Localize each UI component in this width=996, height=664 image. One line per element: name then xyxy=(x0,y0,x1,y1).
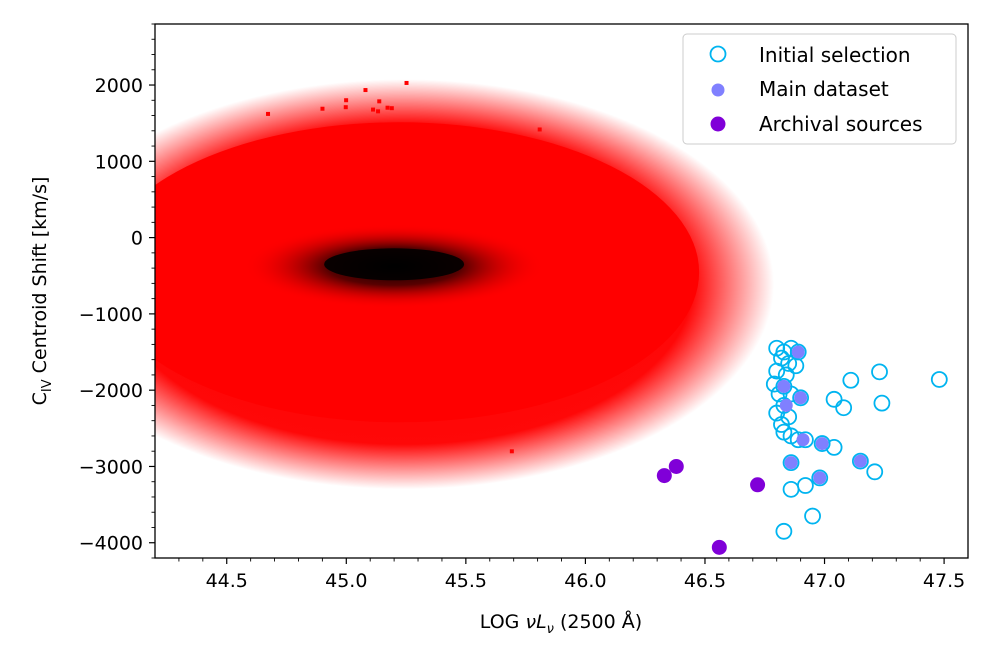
point-main-dataset xyxy=(853,454,867,468)
density-point xyxy=(376,109,381,114)
point-initial-selection xyxy=(851,452,869,470)
density-point xyxy=(344,98,349,103)
point-main-dataset xyxy=(791,345,805,359)
point-initial-selection xyxy=(873,394,891,412)
x-tick-label: 46.0 xyxy=(564,570,606,592)
legend-label-initial-selection: Initial selection xyxy=(759,43,911,67)
y-tick-label: 2000 xyxy=(95,75,143,97)
density-point xyxy=(266,111,271,116)
x-tick-label: 46.5 xyxy=(684,570,726,592)
density-point xyxy=(371,107,376,112)
y-tick-label: 1000 xyxy=(95,151,143,173)
x-tick-label: 47.5 xyxy=(923,570,965,592)
point-initial-selection xyxy=(782,480,800,498)
density-point xyxy=(385,105,390,110)
legend-marker-initial-selection xyxy=(709,45,727,63)
point-main-dataset xyxy=(777,379,791,393)
legend-label-main-dataset: Main dataset xyxy=(759,77,889,101)
density-point xyxy=(404,80,409,85)
x-tick-label: 47.0 xyxy=(803,570,845,592)
point-initial-selection xyxy=(773,416,790,433)
density-point xyxy=(389,106,394,111)
density-point xyxy=(320,106,325,111)
density-point xyxy=(537,127,542,132)
point-archival-sources xyxy=(656,468,672,484)
density-point xyxy=(377,99,382,104)
point-archival-sources xyxy=(668,458,684,474)
x-tick-label: 45.5 xyxy=(445,570,487,592)
density-point xyxy=(363,88,368,93)
data-series xyxy=(656,339,948,555)
point-archival-sources xyxy=(711,539,727,555)
point-initial-selection xyxy=(768,362,786,380)
point-initial-selection xyxy=(813,435,831,452)
point-initial-selection xyxy=(775,522,793,540)
point-initial-selection xyxy=(811,469,829,487)
point-initial-selection xyxy=(804,507,821,525)
legend-marker-main-dataset xyxy=(711,83,725,97)
density-peak xyxy=(324,248,465,281)
y-tick-label: −3000 xyxy=(79,456,143,478)
density-background xyxy=(155,79,775,490)
legend: Initial selection Main dataset Archival … xyxy=(682,33,957,145)
legend-label-archival-sources: Archival sources xyxy=(759,112,923,136)
point-initial-selection xyxy=(782,454,800,472)
x-axis: 44.5 45.0 45.5 46.0 46.5 47.0 47.5 xyxy=(178,558,965,592)
point-main-dataset xyxy=(779,398,793,412)
y-axis: −4000 −3000 −2000 −1000 0 1000 2000 xyxy=(79,23,155,559)
point-main-dataset xyxy=(813,471,827,485)
point-initial-selection xyxy=(797,477,814,494)
y-tick-label: −4000 xyxy=(79,533,143,555)
y-tick-label: 0 xyxy=(131,228,143,250)
density-point xyxy=(343,105,348,110)
point-initial-selection xyxy=(842,371,860,389)
x-tick-label: 44.5 xyxy=(206,570,248,592)
point-initial-selection xyxy=(792,389,810,407)
point-main-dataset xyxy=(796,433,810,447)
x-axis-label: LOG νLν (2500 Å) xyxy=(480,610,642,637)
point-initial-selection xyxy=(871,363,888,381)
legend-marker-archival-sources xyxy=(710,116,726,132)
point-main-dataset xyxy=(784,456,798,470)
point-initial-selection xyxy=(825,390,843,408)
point-initial-selection xyxy=(780,355,798,372)
point-initial-selection xyxy=(835,399,853,417)
y-tick-label: −1000 xyxy=(79,304,143,326)
point-initial-selection xyxy=(866,463,884,481)
density-point xyxy=(509,449,514,454)
y-axis-label: CIV Centroid Shift [km/s] xyxy=(29,177,55,406)
point-archival-sources xyxy=(750,477,766,493)
point-initial-selection xyxy=(787,357,805,375)
legend-box xyxy=(682,33,957,145)
point-main-dataset xyxy=(794,391,808,405)
point-initial-selection xyxy=(768,404,786,422)
y-tick-label: −2000 xyxy=(79,380,143,402)
x-tick-label: 45.0 xyxy=(325,570,367,592)
plot-area xyxy=(155,79,948,555)
point-initial-selection xyxy=(930,371,948,388)
point-main-dataset xyxy=(815,437,829,451)
